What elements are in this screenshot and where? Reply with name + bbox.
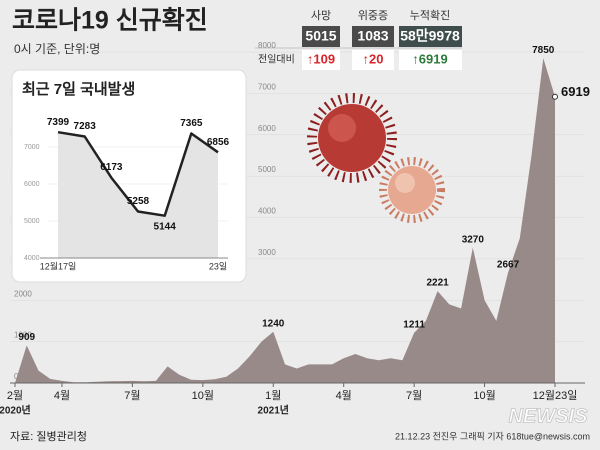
virus-body [318,104,386,172]
virus-spikes [307,93,397,183]
area [15,58,555,383]
stat-change: ↑109 [307,51,335,66]
change-box [399,50,462,70]
value-label: 7283 [74,121,97,132]
x-tick-label: 23일 [209,261,227,271]
inset-chart: 4000 5000 6000 7000 7399 7283 6173 5258 5144 7365… [24,117,230,271]
value-label: 7850 [532,45,555,56]
stats: 사망 위중증 누적확진 5015 1083 58만9978 전일대비 ↑109 … [255,9,462,70]
y-tick-label: 7000 [258,82,276,91]
value-label: 5144 [154,221,177,232]
stat-box [352,26,394,47]
stat-change: ↑20 [363,51,384,66]
virus-spikes [379,157,445,223]
value-label: 6919 [561,84,590,99]
stat-change: ↑6919 [412,51,447,66]
x-tick-label: 4월 [54,389,70,402]
y-tick-label: 3000 [258,248,276,257]
value-label: 5258 [127,196,150,207]
stat-box [399,26,462,47]
main-chart: 2월 4월 7월 10월 1월 4월 7월 10월 12월23일 2020년 2021년 909 124… [0,45,590,417]
area [58,132,218,258]
y-tick-label: 0 [14,372,19,381]
y-tick-label: 6000 [24,181,40,188]
value-label: 6173 [100,162,123,173]
x-tick-label: 7월 [124,389,140,402]
y-tick-label: 7000 [24,144,40,151]
credit: 21.12.23 전진우 그래픽 기자 618tue@newsis.com [395,431,590,441]
stat-label: 누적확진 [410,9,450,22]
inset-title: 최근 7일 국내발생 [22,80,135,98]
change-box [352,50,394,70]
x-tick-label: 10월 [473,389,495,402]
y-tick-label: 5000 [24,218,40,225]
subtitle: 0시 기준, 단위:명 [14,42,100,56]
year-label: 2021년 [258,404,289,417]
x-tick-label: 10월 [192,389,214,402]
stat-value: 58만9978 [400,28,460,44]
logo: NEWSIS [509,405,589,427]
stat-value: 1083 [357,28,388,44]
change-box [302,50,340,70]
stat-box [302,26,340,47]
x-tick-label: 1월 [265,389,281,402]
value-label: 2221 [426,278,449,289]
virus-highlight [395,173,415,193]
y-tick-label: 2000 [14,289,32,298]
value-label: 7399 [47,117,70,128]
value-label: 1211 [403,320,425,331]
value-label: 3270 [462,234,485,245]
y-tick-label: 4000 [258,207,276,216]
point [552,93,558,100]
y-tick-label: 5000 [258,165,276,174]
stat-value: 5015 [305,28,336,44]
x-tick-label: 2월 [7,389,23,402]
y-tick-label: 8000 [258,41,276,50]
x-tick-label: 12월23일 [533,388,578,402]
line [57,130,219,217]
change-label: 전일대비 [258,54,295,66]
year-label: 2020년 [0,404,31,417]
stat-label: 사망 [311,9,331,22]
value-label: 1240 [262,318,285,329]
y-tick-label: 4000 [24,255,40,262]
stat-label: 위중증 [358,9,388,22]
value-label: 909 [18,332,35,343]
title: 코로나19 신규확진 [12,7,208,35]
source: 자료: 질병관리청 [10,430,87,443]
y-tick-label: 6000 [258,124,276,133]
x-tick-label: 12월17일 [40,260,77,271]
value-label: 6856 [207,137,230,148]
virus-illustration [307,93,445,223]
value-label: 7365 [180,118,203,129]
y-tick-label: 1000 [14,331,32,340]
x-tick-label: 4월 [336,389,352,402]
value-label: 2667 [497,259,520,270]
virus-highlight [328,114,356,142]
x-tick-label: 7월 [406,389,422,402]
